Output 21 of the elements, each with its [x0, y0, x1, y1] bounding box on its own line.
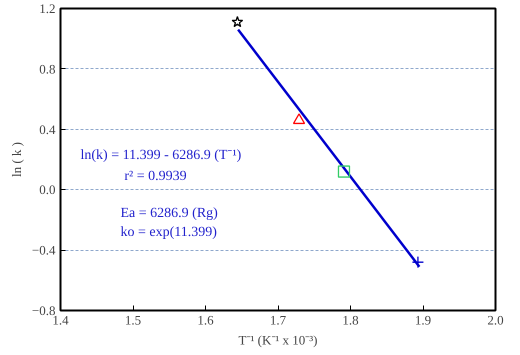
y-tick-label: 0.4 — [39, 122, 56, 137]
x-axis-title: T⁻¹ (K⁻¹ x 10⁻³) — [238, 332, 318, 348]
x-tick-label: 1.7 — [270, 312, 287, 328]
annotation: Ea = 6286.9 (Rg) — [120, 206, 218, 221]
x-tick-label: 1.6 — [197, 312, 214, 328]
annotation: ln(k) = 11.399 - 6286.9 (T⁻¹) — [80, 148, 242, 163]
y-tick-label: 0.8 — [39, 61, 56, 76]
x-tick-label: 1.5 — [124, 312, 142, 328]
x-tick-label: 1.8 — [342, 312, 359, 328]
point — [232, 16, 244, 28]
annotation: r² = 0.9939 — [124, 169, 187, 184]
y-tick-label: −0.4 — [32, 242, 56, 258]
point — [338, 165, 350, 178]
point — [292, 113, 306, 124]
x-tick-label: 1.9 — [414, 312, 432, 328]
annotation: ko = exp(11.399) — [120, 225, 218, 240]
point — [412, 256, 424, 268]
x-tick-label: 2.0 — [487, 312, 504, 328]
y-axis-title: ln ( k ) — [8, 142, 24, 178]
y-tick-label: 0.0 — [39, 182, 56, 198]
y-tick-label: 1.2 — [39, 1, 56, 16]
